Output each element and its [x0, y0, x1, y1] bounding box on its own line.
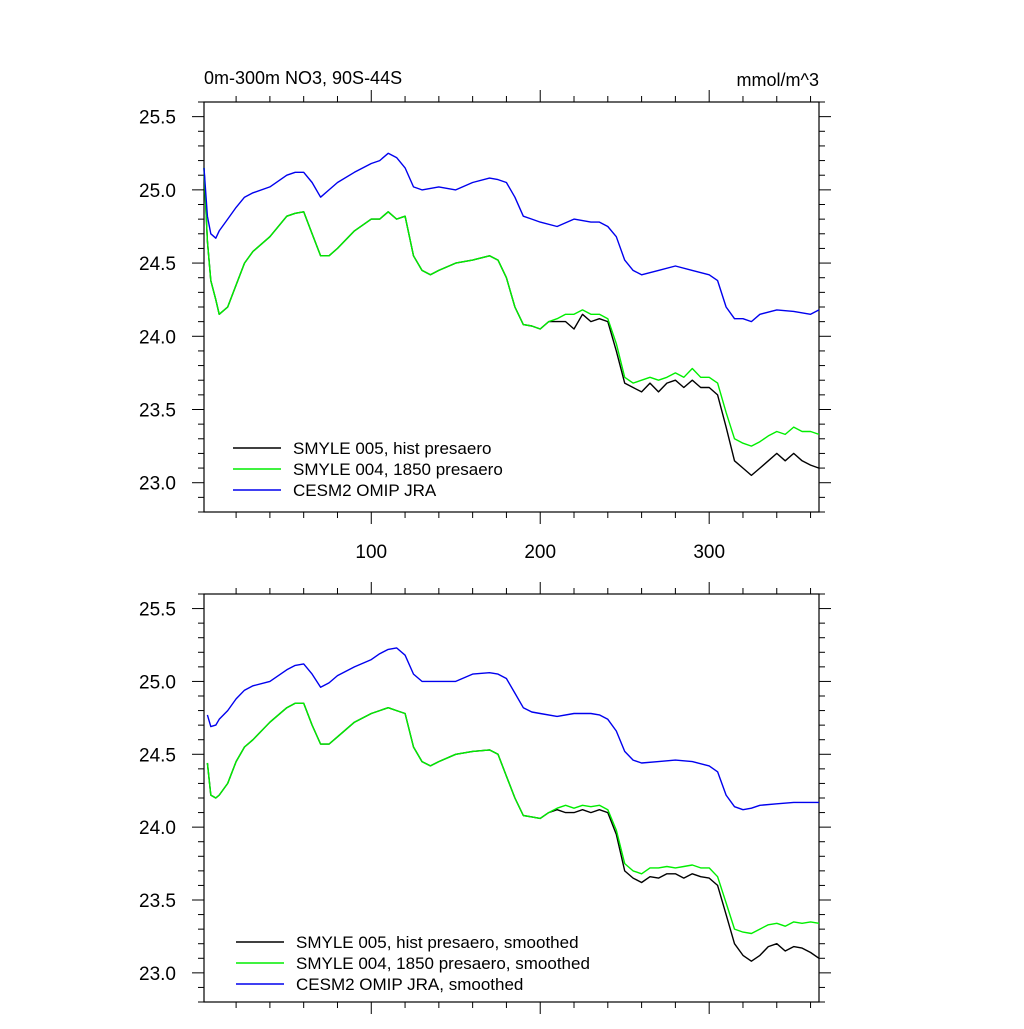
- legend-label: SMYLE 005, hist presaero, smoothed: [296, 933, 579, 952]
- y-tick-label: 24.5: [139, 254, 176, 275]
- legend-label: SMYLE 004, 1850 presaero: [293, 460, 503, 479]
- series-line-2: [206, 702, 820, 935]
- y-tick-label: 25.5: [139, 108, 176, 129]
- x-tick-label: 200: [524, 542, 556, 563]
- y-tick-label: 25.0: [139, 181, 176, 202]
- y-tick-label: 25.0: [139, 672, 176, 693]
- y-tick-label: 24.0: [139, 327, 176, 348]
- chart-panel-1: 23.0 23.5 24.0 24.5 25.0 25.5 100 200 300 SMYLE 0…: [139, 90, 831, 563]
- y-tick-label: 24.0: [139, 818, 176, 839]
- y-tick-label: 25.5: [139, 600, 176, 621]
- y-tick-label: 23.0: [139, 964, 176, 985]
- x-tick-label: 300: [693, 542, 725, 563]
- y-tick-label: 23.5: [139, 401, 176, 422]
- chart-panel-2: 23.0 23.5 24.0 24.5 25.0 25.5 SMYLE 005, hist …: [139, 582, 831, 1014]
- units-label: mmol/m^3: [737, 70, 819, 90]
- y-tick-label: 23.5: [139, 891, 176, 912]
- legend-label: CESM2 OMIP JRA: [293, 481, 437, 500]
- y-tick-label: 23.0: [139, 474, 176, 495]
- legend-label: SMYLE 005, hist presaero: [293, 439, 491, 458]
- series-line-1: [206, 702, 820, 962]
- chart-title: 0m-300m NO3, 90S-44S: [204, 68, 402, 88]
- legend-label: CESM2 OMIP JRA, smoothed: [296, 975, 523, 994]
- series-line-1: [203, 167, 820, 477]
- series-line-3: [206, 647, 819, 811]
- series-line-2: [203, 167, 820, 447]
- legend-label: SMYLE 004, 1850 presaero, smoothed: [296, 954, 590, 973]
- y-tick-label: 24.5: [139, 745, 176, 766]
- series-line-3: [203, 152, 820, 323]
- x-tick-label: 100: [355, 542, 387, 563]
